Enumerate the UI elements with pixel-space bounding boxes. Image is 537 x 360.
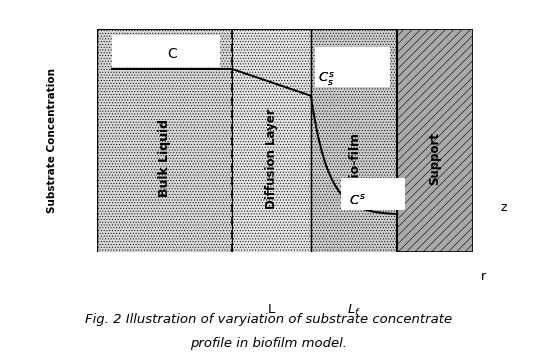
Text: $C^s$: $C^s$ — [349, 194, 365, 208]
Text: Bio-film: Bio-film — [347, 131, 361, 185]
Text: Substrate Concentration: Substrate Concentration — [47, 68, 56, 213]
Text: C: C — [167, 47, 177, 61]
Bar — [311, 29, 397, 252]
Bar — [315, 47, 390, 87]
Text: L: L — [268, 303, 275, 316]
Bar — [341, 178, 405, 210]
Text: Fig. 2 Illustration of varyiation of substrate concentrate: Fig. 2 Illustration of varyiation of sub… — [85, 313, 452, 326]
Text: $L_f$: $L_f$ — [347, 303, 361, 319]
Text: z: z — [500, 201, 507, 214]
Text: $C_s^s$: $C_s^s$ — [318, 71, 335, 88]
Text: Support: Support — [429, 132, 441, 185]
Text: Bulk Liquid: Bulk Liquid — [158, 119, 171, 197]
Text: $C_s^s$: $C_s^s$ — [318, 71, 335, 88]
Text: profile in biofilm model.: profile in biofilm model. — [190, 337, 347, 350]
Text: r: r — [481, 270, 487, 283]
Bar — [397, 29, 473, 252]
Text: $C^s$: $C^s$ — [349, 194, 365, 208]
Bar — [112, 36, 220, 67]
Text: Diffusion Layer: Diffusion Layer — [265, 108, 278, 208]
Bar — [97, 29, 232, 252]
Bar — [232, 29, 311, 252]
